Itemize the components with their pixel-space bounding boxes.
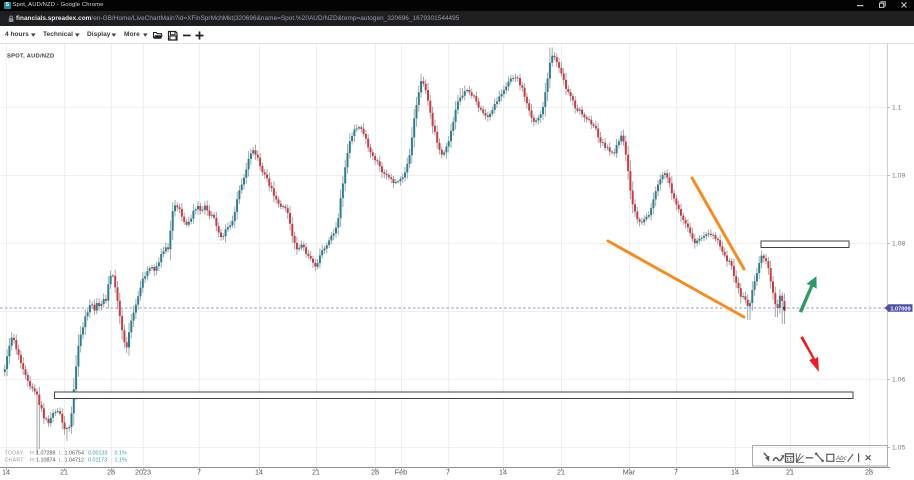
svg-text:21: 21 <box>312 468 320 477</box>
svg-text:1.06754: 1.06754 <box>65 451 85 457</box>
svg-text:14: 14 <box>731 468 739 477</box>
svg-text:28: 28 <box>865 468 873 477</box>
svg-text:1.07009: 1.07009 <box>890 306 910 312</box>
svg-text:14: 14 <box>499 468 507 477</box>
svg-text:28: 28 <box>371 468 379 477</box>
svg-text:CHART:: CHART: <box>5 458 25 464</box>
svg-text:14: 14 <box>255 468 263 477</box>
svg-text:21: 21 <box>557 468 565 477</box>
svg-text:1.10874: 1.10874 <box>36 458 56 464</box>
svg-text:1.1: 1.1 <box>892 105 902 112</box>
svg-text:1.06: 1.06 <box>892 377 905 384</box>
svg-text:1.08: 1.08 <box>892 241 905 248</box>
svg-text:21: 21 <box>60 468 68 477</box>
svg-text:0.01173: 0.01173 <box>88 458 107 464</box>
svg-text:7: 7 <box>446 468 450 477</box>
svg-text:1.09: 1.09 <box>892 173 905 180</box>
svg-text:SPOT, AUD/NZD: SPOT, AUD/NZD <box>7 54 54 60</box>
svg-text:1.05: 1.05 <box>892 445 905 452</box>
svg-text:H:: H: <box>30 451 35 457</box>
svg-text:0.1%: 0.1% <box>115 451 127 457</box>
svg-text:28: 28 <box>107 468 115 477</box>
svg-text:7: 7 <box>197 468 201 477</box>
svg-text:L:: L: <box>59 451 63 457</box>
svg-text:L:: L: <box>59 458 63 464</box>
svg-text:Feb: Feb <box>395 468 407 477</box>
svg-text:21: 21 <box>786 468 794 477</box>
svg-text:2023: 2023 <box>135 468 151 477</box>
svg-text:1.04712: 1.04712 <box>65 458 85 464</box>
svg-text:TODAY:: TODAY: <box>5 451 25 457</box>
svg-text:H:: H: <box>30 458 35 464</box>
svg-text:1.1%: 1.1% <box>115 458 127 464</box>
svg-text:Abc: Abc <box>835 455 848 462</box>
svg-text:7: 7 <box>674 468 678 477</box>
svg-text:14: 14 <box>2 468 10 477</box>
svg-text:Mar: Mar <box>623 468 636 477</box>
svg-text:1.07288: 1.07288 <box>36 451 56 457</box>
svg-text:0.00133: 0.00133 <box>88 451 108 457</box>
